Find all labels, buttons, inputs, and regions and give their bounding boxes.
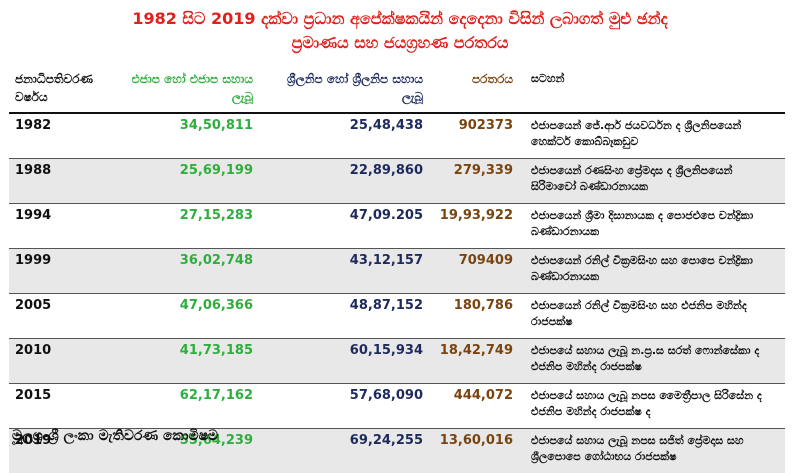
cell-year: 1994 (9, 204, 119, 249)
table-row: 2005 47,06,366 48,87,152 180,786 එජාපයෙන… (9, 294, 785, 339)
source-note: මූලශ්‍ර-ශ්‍රී ලංකා මැතිවරණ කොමිෂම (12, 428, 218, 444)
table-row: 2010 41,73,185 60,15,934 18,42,749 එජාපය… (9, 339, 785, 384)
cell-notes: එජාපයේ සහාය ලැබූ න.ප්‍ර.ස සරත් ෆොන්සේකා … (519, 339, 785, 384)
cell-unp-votes: 25,69,199 (119, 159, 259, 204)
title-line-1: 1982 සිට 2019 දක්වා ප්‍රධාන අපේක්ෂකයින් … (0, 0, 800, 31)
page-title: 1982 සිට 2019 දක්වා ප්‍රධාන අපේක්ෂකයින් … (0, 0, 800, 55)
cell-year: 1999 (9, 249, 119, 294)
table-header-row: ජනාධිපතිවරණ වර්ෂය එජාප හෝ එජාප සහාය ලැබූ… (9, 68, 785, 113)
cell-margin: 902373 (429, 113, 519, 159)
cell-unp-votes: 34,50,811 (119, 113, 259, 159)
cell-year: 1982 (9, 113, 119, 159)
cell-year: 1988 (9, 159, 119, 204)
cell-unp-votes: 27,15,283 (119, 204, 259, 249)
table-row: 1982 34,50,811 25,48,438 902373 එජාපයෙන්… (9, 113, 785, 159)
header-year: ජනාධිපතිවරණ වර්ෂය (9, 68, 119, 113)
table-row: 1988 25,69,199 22,89,860 279,339 එජාපයෙන… (9, 159, 785, 204)
cell-year: 2005 (9, 294, 119, 339)
cell-slfp-votes: 69,24,255 (259, 429, 429, 473)
cell-notes: එජාපයේ සහාය ලැබූ නපස මෛත්‍රීපාල සිරිසේන … (519, 384, 785, 429)
cell-year: 2015 (9, 384, 119, 429)
cell-notes: එජාපයේ සහාය ලැබූ නපස සජිත් ප්‍රේමදාස සහ … (519, 429, 785, 473)
cell-slfp-votes: 25,48,438 (259, 113, 429, 159)
cell-margin: 180,786 (429, 294, 519, 339)
cell-margin: 18,42,749 (429, 339, 519, 384)
cell-unp-votes: 41,73,185 (119, 339, 259, 384)
cell-margin: 13,60,016 (429, 429, 519, 473)
header-unp: එජාප හෝ එජාප සහාය ලැබූ (119, 68, 259, 113)
cell-slfp-votes: 43,12,157 (259, 249, 429, 294)
cell-margin: 444,072 (429, 384, 519, 429)
cell-notes: එජාපයෙන් රණසිංහ ප්‍රේමදාස ද ශ්‍රීලනිපයෙන… (519, 159, 785, 204)
header-notes: සටහන් (519, 68, 785, 113)
election-results-table: ජනාධිපතිවරණ වර්ෂය එජාප හෝ එජාප සහාය ලැබූ… (9, 68, 785, 473)
cell-slfp-votes: 60,15,934 (259, 339, 429, 384)
table-row: 2015 62,17,162 57,68,090 444,072 එජාපයේ … (9, 384, 785, 429)
cell-margin: 709409 (429, 249, 519, 294)
header-slfp: ශ්‍රීලනිප හෝ ශ්‍රීලනිප සහාය ලැබූ (259, 68, 429, 113)
cell-notes: එජාපයෙන් ජේ.ආර් ජයවර්ධන ද ශ්‍රීලනිපයෙන් … (519, 113, 785, 159)
cell-unp-votes: 47,06,366 (119, 294, 259, 339)
cell-year: 2010 (9, 339, 119, 384)
cell-slfp-votes: 48,87,152 (259, 294, 429, 339)
cell-notes: එජාපයෙන් රනිල් වික්‍රමසිංහ සහ එජනිප මහින… (519, 294, 785, 339)
cell-slfp-votes: 22,89,860 (259, 159, 429, 204)
title-line-2: ප්‍රමාණය සහ ජයග්‍රහණ පරතරය (0, 31, 800, 55)
cell-slfp-votes: 47,09.205 (259, 204, 429, 249)
cell-margin: 279,339 (429, 159, 519, 204)
header-margin: පරතරය (429, 68, 519, 113)
cell-margin: 19,93,922 (429, 204, 519, 249)
cell-unp-votes: 36,02,748 (119, 249, 259, 294)
cell-notes: එජාපයෙන් රනිල් වික්‍රමසිංහ සහ පොපෙ චන්ද්… (519, 249, 785, 294)
table-row: 1994 27,15,283 47,09.205 19,93,922 එජාපය… (9, 204, 785, 249)
table-row: 1999 36,02,748 43,12,157 709409 එජාපයෙන්… (9, 249, 785, 294)
cell-slfp-votes: 57,68,090 (259, 384, 429, 429)
cell-notes: එජාපයෙන් ශ්‍රීමා දිසානායක ද පොජඑපෙ චන්ද්… (519, 204, 785, 249)
cell-unp-votes: 62,17,162 (119, 384, 259, 429)
